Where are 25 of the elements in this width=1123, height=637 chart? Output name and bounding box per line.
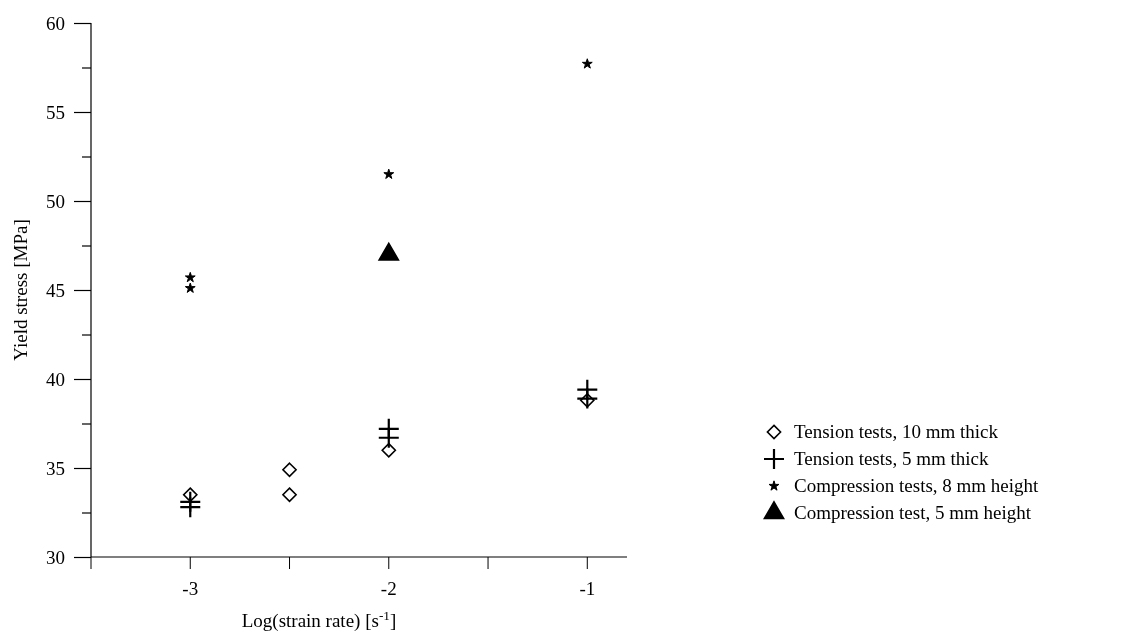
- point: [282, 487, 297, 503]
- legend-label: Tension tests, 5 mm thick: [794, 448, 989, 469]
- y-tick-label: 35: [46, 457, 65, 479]
- point: [381, 442, 397, 458]
- point: [383, 168, 395, 179]
- point: [378, 427, 399, 448]
- point: [184, 282, 196, 293]
- legend-label: Compression tests, 8 mm height: [794, 475, 1040, 496]
- y-tick-label: 55: [46, 101, 65, 123]
- x-tick-label: -2: [380, 578, 397, 599]
- point: [184, 271, 196, 283]
- y-tick-label: 50: [46, 190, 65, 212]
- legend-label: Tension tests, 10 mm thick: [794, 421, 999, 442]
- y-tick-label: 45: [46, 279, 65, 301]
- x-tick-label: -3: [182, 578, 199, 599]
- x-axis-title: Log(strain rate) [s$^{-1}$]: [241, 607, 397, 632]
- legend-label: Compression test, 5 mm height: [794, 502, 1032, 523]
- y-axis-title: Yield stress [MPa]: [10, 219, 31, 361]
- x-tick-label: -1: [579, 578, 596, 599]
- y-tick-label: 30: [46, 546, 65, 568]
- point: [180, 497, 201, 518]
- point: [282, 462, 297, 478]
- y-tick-label: 40: [46, 368, 65, 390]
- y-tick-label: 60: [46, 12, 65, 34]
- point: [581, 58, 593, 69]
